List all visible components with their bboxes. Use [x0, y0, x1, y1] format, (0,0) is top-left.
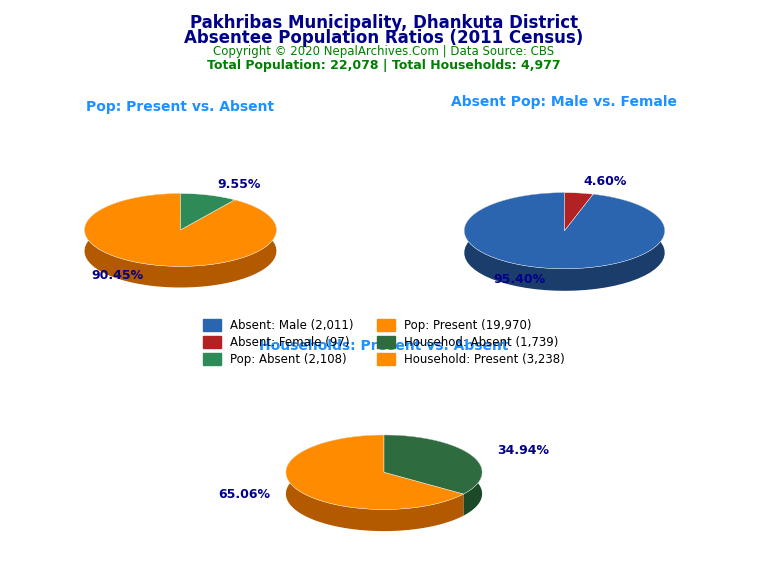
Title: Absent Pop: Male vs. Female: Absent Pop: Male vs. Female [452, 95, 677, 109]
Polygon shape [286, 435, 464, 510]
Text: Total Population: 22,078 | Total Households: 4,977: Total Population: 22,078 | Total Househo… [207, 59, 561, 72]
Polygon shape [286, 435, 464, 531]
Title: Pop: Present vs. Absent: Pop: Present vs. Absent [87, 100, 274, 113]
Polygon shape [464, 192, 665, 269]
Text: 9.55%: 9.55% [217, 178, 261, 191]
Polygon shape [84, 194, 276, 287]
Polygon shape [180, 194, 235, 230]
Text: 34.94%: 34.94% [498, 444, 550, 457]
Text: 4.60%: 4.60% [583, 175, 627, 188]
Polygon shape [384, 435, 482, 494]
Legend: Absent: Male (2,011), Absent: Female (97), Pop: Absent (2,108), Pop: Present (19: Absent: Male (2,011), Absent: Female (97… [203, 319, 565, 366]
Text: 90.45%: 90.45% [91, 269, 144, 282]
Text: Absentee Population Ratios (2011 Census): Absentee Population Ratios (2011 Census) [184, 29, 584, 47]
Polygon shape [465, 192, 664, 291]
Text: Copyright © 2020 NepalArchives.Com | Data Source: CBS: Copyright © 2020 NepalArchives.Com | Dat… [214, 45, 554, 58]
Text: Pakhribas Municipality, Dhankuta District: Pakhribas Municipality, Dhankuta Distric… [190, 14, 578, 32]
Polygon shape [384, 435, 482, 516]
Polygon shape [84, 194, 276, 266]
Text: 95.40%: 95.40% [494, 273, 546, 286]
Text: 65.06%: 65.06% [218, 488, 270, 501]
Title: Households: Present vs. Absent: Households: Present vs. Absent [260, 339, 508, 353]
Polygon shape [564, 192, 593, 230]
